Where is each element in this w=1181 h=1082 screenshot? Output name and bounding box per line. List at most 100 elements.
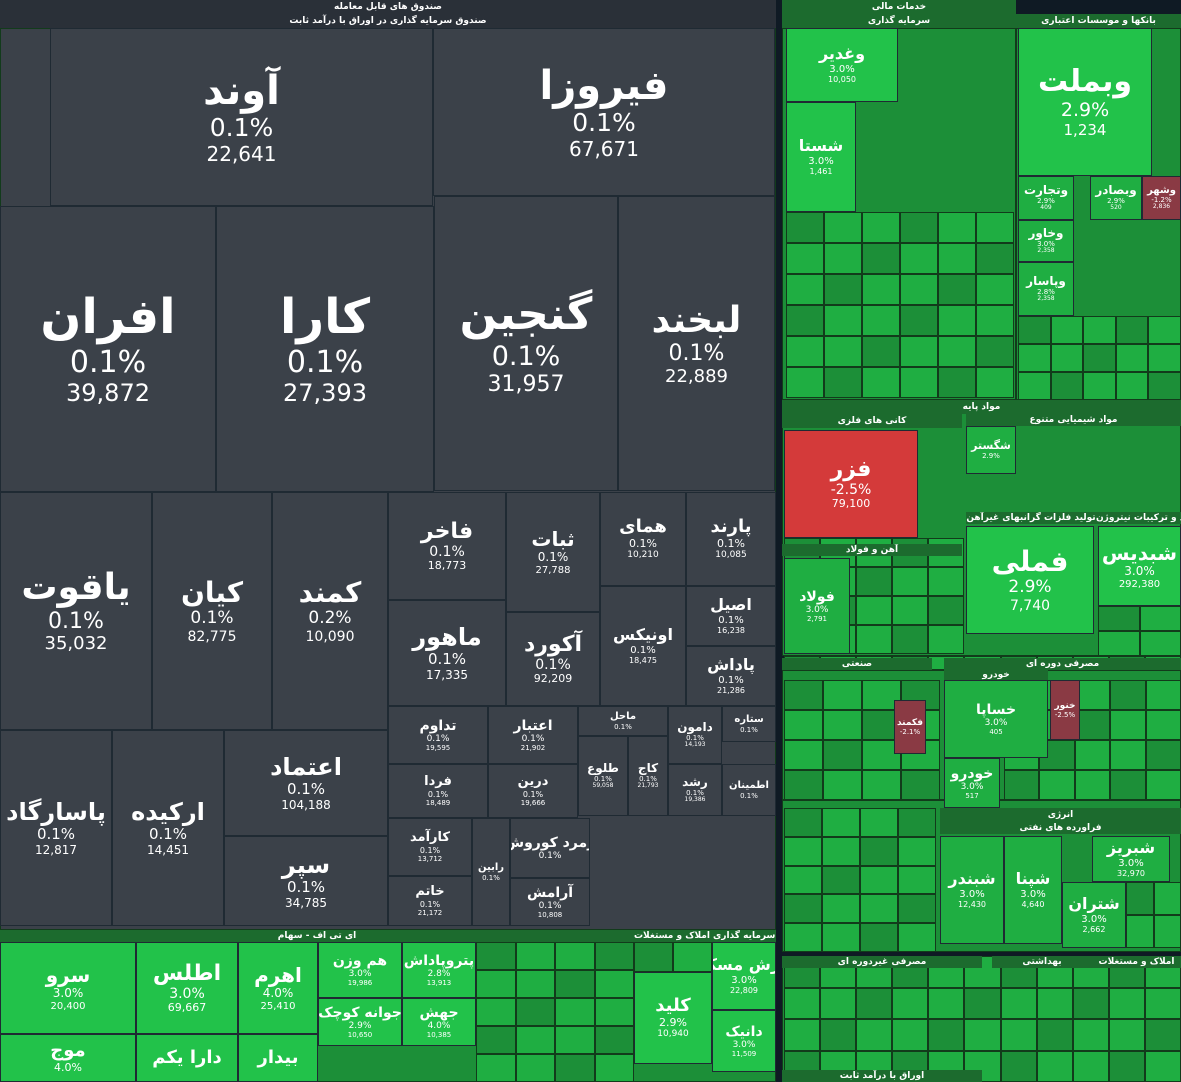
minor-tile[interactable] <box>822 808 860 837</box>
minor-tile[interactable] <box>900 305 938 336</box>
treemap-tile[interactable]: سپر 0.1% 34,785 <box>224 836 388 926</box>
minor-tile[interactable] <box>898 894 936 924</box>
minor-tile[interactable] <box>1072 987 1109 1019</box>
minor-tile[interactable] <box>786 274 824 305</box>
minor-tile[interactable] <box>515 998 555 1026</box>
treemap-tile[interactable]: بیدار <box>238 1034 318 1082</box>
minor-tile[interactable] <box>476 1054 516 1082</box>
treemap-tile[interactable]: ماحل 0.1% <box>578 706 668 736</box>
treemap-tile[interactable]: آرامش 0.1% 10,808 <box>510 878 590 926</box>
minor-tile[interactable] <box>1110 740 1146 770</box>
minor-tile[interactable] <box>900 212 938 243</box>
minor-tile[interactable] <box>1050 372 1084 400</box>
treemap-tile[interactable]: فملی 2.9% 7,740 <box>966 526 1094 634</box>
minor-tile[interactable] <box>900 243 938 274</box>
treemap-tile[interactable]: وپاسار 2.8% 2,358 <box>1018 262 1074 316</box>
treemap-tile[interactable]: اطلس 3.0% 69,667 <box>136 942 238 1034</box>
minor-tile[interactable] <box>928 567 964 596</box>
treemap-tile[interactable]: وبصادر 2.9% 520 <box>1090 176 1142 220</box>
minor-tile[interactable] <box>1072 1019 1109 1051</box>
minor-tile[interactable] <box>784 865 822 895</box>
minor-tile[interactable] <box>555 998 595 1026</box>
treemap-tile[interactable]: خاتم 0.1% 21,172 <box>388 876 472 926</box>
treemap-tile[interactable]: کاج 0.1% 21,793 <box>628 736 668 816</box>
minor-tile[interactable] <box>1115 344 1149 372</box>
treemap-tile[interactable]: لبخند 0.1% 22,889 <box>618 196 775 491</box>
minor-tile[interactable] <box>1110 770 1146 800</box>
treemap-tile[interactable]: شبندر 3.0% 12,430 <box>940 836 1004 944</box>
minor-tile[interactable] <box>892 596 928 625</box>
treemap-tile[interactable]: کارآمد 0.1% 13,712 <box>388 818 472 876</box>
minor-tile[interactable] <box>1083 316 1116 344</box>
treemap-tile[interactable]: خنور -2.5% <box>1050 680 1080 740</box>
minor-tile[interactable] <box>900 274 938 305</box>
treemap-tile[interactable]: شبدیس 3.0% 292,380 <box>1098 526 1181 606</box>
minor-tile[interactable] <box>1144 987 1181 1019</box>
treemap-tile[interactable]: دانیک 3.0% 11,509 <box>712 1010 776 1072</box>
minor-tile[interactable] <box>786 336 824 367</box>
treemap-tile[interactable]: فولاد 3.0% 2,791 <box>784 558 850 654</box>
treemap-tile[interactable]: پارند 0.1% 10,085 <box>686 492 776 586</box>
treemap-tile[interactable]: وشهر -1.2% 2,836 <box>1142 176 1181 220</box>
minor-tile[interactable] <box>928 1019 965 1051</box>
minor-tile[interactable] <box>860 865 898 895</box>
minor-tile[interactable] <box>824 274 862 305</box>
minor-tile[interactable] <box>476 998 516 1026</box>
minor-tile[interactable] <box>515 942 555 970</box>
minor-tile[interactable] <box>784 770 823 800</box>
minor-tile[interactable] <box>784 740 823 770</box>
minor-tile[interactable] <box>784 1019 821 1051</box>
minor-tile[interactable] <box>1036 987 1073 1019</box>
minor-tile[interactable] <box>898 923 936 952</box>
treemap-tile[interactable]: اعتبار 0.1% 21,902 <box>488 706 578 764</box>
minor-tile[interactable] <box>964 1019 1001 1051</box>
minor-tile[interactable] <box>1000 987 1037 1019</box>
minor-tile[interactable] <box>862 367 900 398</box>
treemap-tile[interactable]: پاداش 0.1% 21,286 <box>686 646 776 706</box>
minor-tile[interactable] <box>892 567 928 596</box>
treemap-tile[interactable]: خودرو 3.0% 517 <box>944 758 1000 808</box>
treemap-tile[interactable]: افران 0.1% 39,872 <box>0 206 216 492</box>
minor-tile[interactable] <box>1139 631 1181 656</box>
minor-tile[interactable] <box>1074 770 1111 800</box>
minor-tile[interactable] <box>594 1026 634 1054</box>
minor-tile[interactable] <box>786 305 824 336</box>
treemap-tile[interactable]: کلید 2.9% 10,940 <box>634 972 712 1064</box>
minor-tile[interactable] <box>1050 344 1084 372</box>
treemap-tile[interactable]: شبریز 3.0% 32,970 <box>1092 836 1170 882</box>
minor-tile[interactable] <box>860 894 898 924</box>
treemap-tile[interactable]: درین 0.1% 19,666 <box>488 764 578 818</box>
treemap-tile[interactable]: فیروزا 0.1% 67,671 <box>433 28 775 196</box>
minor-tile[interactable] <box>1018 372 1051 400</box>
minor-tile[interactable] <box>938 305 976 336</box>
minor-tile[interactable] <box>822 923 860 952</box>
minor-tile[interactable] <box>1074 710 1111 740</box>
treemap-tile[interactable]: دامون 0.1% 14,193 <box>668 706 722 764</box>
treemap-tile[interactable]: دارا یکم <box>136 1034 238 1082</box>
minor-tile[interactable] <box>784 987 821 1019</box>
minor-tile[interactable] <box>824 212 862 243</box>
minor-tile[interactable] <box>555 1026 595 1054</box>
treemap-tile[interactable]: اونیکس 0.1% 18,475 <box>600 586 686 706</box>
minor-tile[interactable] <box>1144 1019 1181 1051</box>
treemap-tile[interactable]: شپنا 3.0% 4,640 <box>1004 836 1062 944</box>
minor-tile[interactable] <box>900 336 938 367</box>
treemap-tile[interactable]: پاسارگاد 0.1% 12,817 <box>0 730 112 926</box>
minor-tile[interactable] <box>1115 316 1149 344</box>
treemap-tile[interactable]: طلوع 0.1% 59,058 <box>578 736 628 816</box>
minor-tile[interactable] <box>784 836 822 866</box>
treemap-tile[interactable]: هم وزن 3.0% 19,986 <box>318 942 402 998</box>
minor-tile[interactable] <box>1036 1050 1073 1082</box>
minor-tile[interactable] <box>476 942 516 970</box>
minor-tile[interactable] <box>634 942 673 972</box>
minor-tile[interactable] <box>976 305 1014 336</box>
minor-tile[interactable] <box>1145 740 1181 770</box>
minor-tile[interactable] <box>824 367 862 398</box>
treemap-tile[interactable]: اهرم 4.0% 25,410 <box>238 942 318 1034</box>
minor-tile[interactable] <box>892 987 929 1019</box>
treemap-tile[interactable]: رشد 0.1% 19,386 <box>668 764 722 816</box>
treemap-tile[interactable]: آکورد 0.1% 92,209 <box>506 612 600 706</box>
treemap-tile[interactable]: جوانه کوچک 2.9% 10,650 <box>318 998 402 1046</box>
minor-tile[interactable] <box>862 274 900 305</box>
minor-tile[interactable] <box>938 212 976 243</box>
